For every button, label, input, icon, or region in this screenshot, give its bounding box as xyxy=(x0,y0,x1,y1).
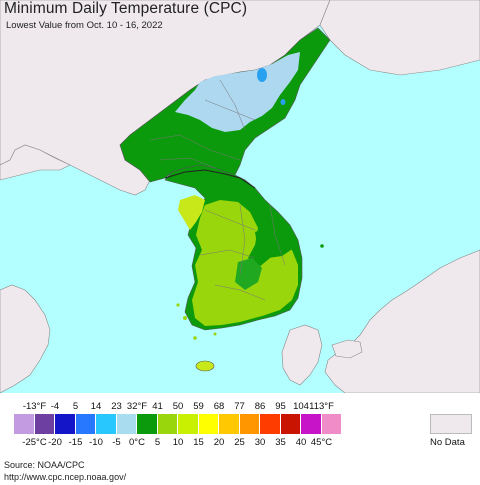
green-patch-mid xyxy=(235,258,262,290)
fahrenheit-tick: 59 xyxy=(193,401,204,412)
legend-swatch xyxy=(157,414,178,434)
celsius-tick: 40 xyxy=(295,437,307,448)
fahrenheit-tick: 50 xyxy=(172,401,184,412)
celsius-tick: -20 xyxy=(48,437,62,448)
temperature-map xyxy=(0,0,480,393)
legend-swatch xyxy=(301,414,322,434)
legend-swatch xyxy=(198,414,219,434)
celsius-tick: 20 xyxy=(213,437,225,448)
fahrenheit-tick: 113°F xyxy=(309,401,334,412)
legend-swatch xyxy=(116,414,137,434)
celsius-tick: 10 xyxy=(172,437,184,448)
fahrenheit-tick: 32°F xyxy=(126,401,148,412)
celsius-tick: 35 xyxy=(275,437,286,448)
island xyxy=(176,303,180,307)
celsius-tick: 0°C xyxy=(129,437,145,448)
jeju-island xyxy=(195,360,215,372)
dmz-border xyxy=(164,169,256,189)
fahrenheit-tick: 104 xyxy=(293,401,309,412)
celsius-tick: 15 xyxy=(193,437,204,448)
cold-spot xyxy=(257,68,267,82)
legend-swatch xyxy=(321,414,342,434)
legend-swatch xyxy=(280,414,301,434)
celsius-tick: 5 xyxy=(154,437,161,448)
province-borders xyxy=(149,79,286,301)
cold-region xyxy=(175,52,300,132)
west-coast-warm xyxy=(178,195,205,230)
color-bar xyxy=(14,414,342,434)
fahrenheit-tick: -4 xyxy=(50,401,60,412)
celsius-tick: -15 xyxy=(68,437,83,448)
fahrenheit-tick: -13°F xyxy=(22,401,47,412)
fahrenheit-tick: 95 xyxy=(275,401,286,412)
china-coast-south xyxy=(0,284,51,393)
japan-kyushu xyxy=(281,324,323,386)
shandong-peninsula xyxy=(0,144,71,181)
fahrenheit-tick: 68 xyxy=(213,401,225,412)
legend-swatch xyxy=(178,414,199,434)
legend-swatch xyxy=(239,414,260,434)
legend-swatch xyxy=(219,414,240,434)
cold-spot-small xyxy=(280,99,286,105)
fahrenheit-tick: 41 xyxy=(152,401,163,412)
legend-swatch xyxy=(75,414,96,434)
fahrenheit-tick: 23 xyxy=(111,401,122,412)
celsius-tick: -25°C xyxy=(22,437,47,448)
island xyxy=(183,316,187,320)
russia-land xyxy=(319,0,480,76)
celsius-tick: -5 xyxy=(112,437,121,448)
island xyxy=(320,244,324,248)
celsius-tick: 25 xyxy=(234,437,245,448)
green-patch-east xyxy=(255,226,294,258)
page-subtitle: Lowest Value from Oct. 10 - 16, 2022 xyxy=(6,20,163,31)
island xyxy=(193,336,197,340)
fahrenheit-tick: 14 xyxy=(90,401,102,412)
no-data-swatch xyxy=(430,414,472,434)
no-data-label: No Data xyxy=(430,437,465,448)
map-panel: Minimum Daily Temperature (CPC) Lowest V… xyxy=(0,0,480,393)
legend-swatch xyxy=(137,414,158,434)
page-title: Minimum Daily Temperature (CPC) xyxy=(4,0,248,17)
island xyxy=(213,332,217,336)
celsius-tick: 45°C xyxy=(310,437,333,448)
legend-swatch xyxy=(14,414,35,434)
celsius-tick: 30 xyxy=(254,437,266,448)
fahrenheit-tick: 86 xyxy=(254,401,266,412)
celsius-tick: -10 xyxy=(89,437,103,448)
fahrenheit-tick: 5 xyxy=(72,401,79,412)
legend-swatch xyxy=(96,414,117,434)
fahrenheit-tick: 77 xyxy=(234,401,245,412)
legend-swatch xyxy=(55,414,76,434)
legend-swatch xyxy=(260,414,281,434)
legend-swatch xyxy=(34,414,55,434)
japan-shikoku xyxy=(331,339,363,359)
japan-honshu xyxy=(324,249,480,393)
source-credit: Source: NOAA/CPC xyxy=(4,460,85,470)
source-url: http://www.cpc.ncep.noaa.gov/ xyxy=(4,472,127,482)
